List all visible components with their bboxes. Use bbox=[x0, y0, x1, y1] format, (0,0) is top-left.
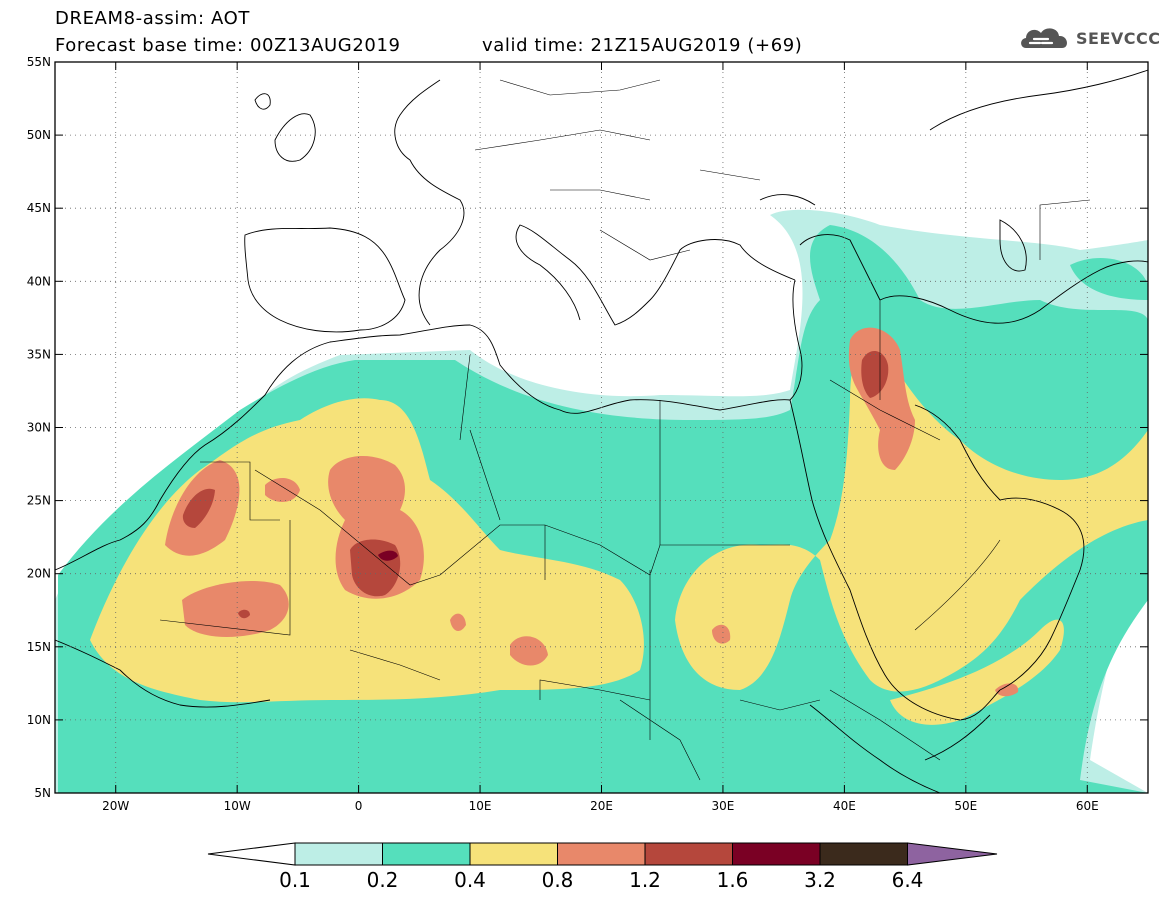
colorbar-segment bbox=[382, 842, 471, 866]
colorbar-segment bbox=[557, 842, 646, 866]
lat-tick-label: 25N bbox=[27, 494, 51, 508]
colorbar-label: 0.8 bbox=[542, 868, 574, 892]
logo-text: SEEVCCC bbox=[1076, 28, 1161, 48]
colorbar-label: 0.1 bbox=[279, 868, 311, 892]
lat-tick-label: 15N bbox=[27, 640, 51, 654]
lat-tick-label: 55N bbox=[27, 55, 51, 69]
colorbar-segment bbox=[469, 842, 558, 866]
colorbar-label: 0.4 bbox=[454, 868, 486, 892]
valid-time: valid time: 21Z15AUG2019 (+69) bbox=[482, 35, 803, 56]
cloud-logo-icon bbox=[1021, 28, 1068, 48]
colorbar-label: 3.2 bbox=[804, 868, 836, 892]
colorbar-label: 6.4 bbox=[892, 868, 924, 892]
lat-tick-label: 5N bbox=[34, 786, 51, 800]
lat-tick-label: 30N bbox=[27, 421, 51, 435]
lon-tick-label: 20E bbox=[590, 799, 613, 813]
colorbar-label: 1.6 bbox=[717, 868, 749, 892]
lat-tick-label: 45N bbox=[27, 201, 51, 215]
map-title: DREAM8-assim: AOT bbox=[55, 8, 250, 29]
colorbar-segment bbox=[819, 842, 908, 866]
forecast-base-time: Forecast base time: 00Z13AUG2019 bbox=[55, 35, 401, 56]
lon-tick-label: 50E bbox=[954, 799, 977, 813]
lat-tick-label: 20N bbox=[27, 567, 51, 581]
colorbar-max-arrow bbox=[907, 842, 998, 866]
lon-tick-label: 10W bbox=[224, 799, 251, 813]
colorbar-label: 0.2 bbox=[367, 868, 399, 892]
lat-tick-label: 35N bbox=[27, 347, 51, 361]
lon-tick-label: 20W bbox=[102, 799, 129, 813]
lon-tick-label: 40E bbox=[833, 799, 856, 813]
colorbar-segment bbox=[732, 842, 821, 866]
graticule bbox=[55, 62, 1148, 793]
aot-band-1.6-3.2 bbox=[378, 550, 398, 561]
lon-tick-label: 10E bbox=[469, 799, 492, 813]
axis-ticks: 55N 50N 45N 40N 35N 30N 25N 20N 15N 10N 5N 20W 10W 0 1… bbox=[27, 55, 1148, 813]
aot-field bbox=[55, 209, 1148, 793]
colorbar-segment bbox=[294, 842, 383, 866]
lon-tick-label: 60E bbox=[1076, 799, 1099, 813]
lat-tick-label: 50N bbox=[27, 128, 51, 142]
colorbar: 0.1 0.2 0.4 0.8 1.2 1.6 3.2 6.4 bbox=[207, 842, 998, 892]
seevccc-logo: SEEVCCC bbox=[1018, 24, 1161, 52]
lat-tick-label: 10N bbox=[27, 713, 51, 727]
lat-tick-label: 40N bbox=[27, 274, 51, 288]
colorbar-segment bbox=[644, 842, 733, 866]
colorbar-min-arrow bbox=[207, 842, 296, 866]
colorbar-label: 1.2 bbox=[629, 868, 661, 892]
lon-tick-label: 30E bbox=[712, 799, 735, 813]
lon-tick-label: 0 bbox=[355, 799, 363, 813]
